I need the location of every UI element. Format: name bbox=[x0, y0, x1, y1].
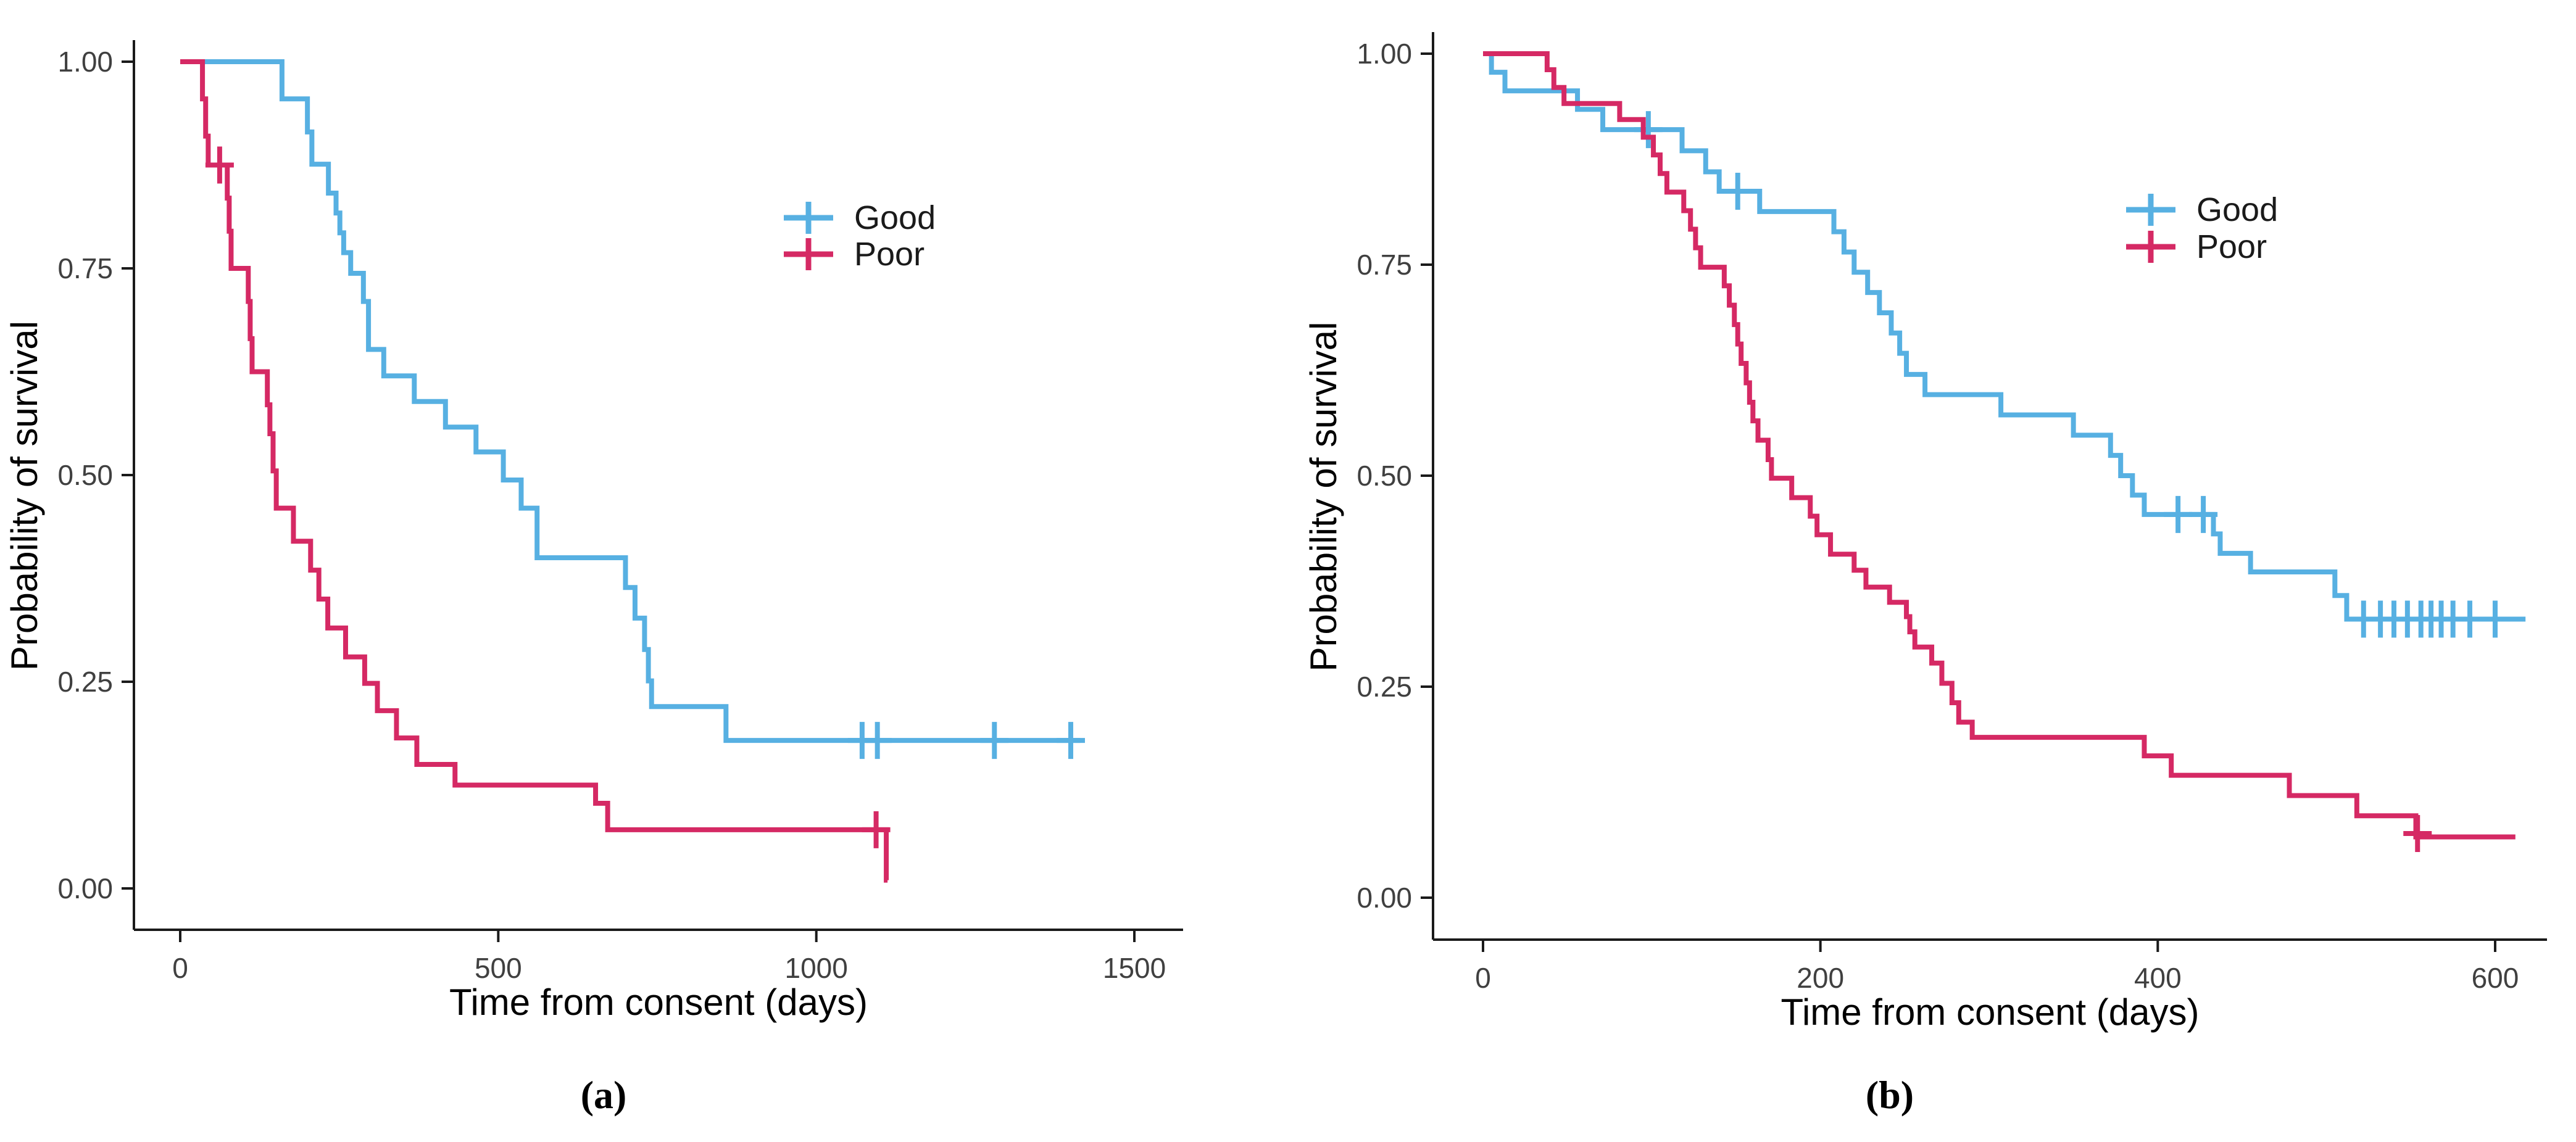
censor-mark-good bbox=[2189, 495, 2218, 533]
km-curve-good bbox=[1483, 51, 2526, 622]
x-tick-label: 500 bbox=[475, 952, 522, 984]
legend-label-poor: Poor bbox=[2196, 228, 2267, 265]
y-tick-label: 0.50 bbox=[57, 459, 113, 491]
caption-panel-a: (a) bbox=[580, 1073, 627, 1117]
censor-mark-poor bbox=[2403, 815, 2432, 853]
censor-mark-good bbox=[2164, 495, 2193, 533]
y-tick-label: 0.00 bbox=[1357, 882, 1412, 914]
x-tick-label: 1500 bbox=[1103, 952, 1166, 984]
legend-key-good-icon bbox=[784, 202, 833, 234]
legend-key-poor-icon bbox=[2126, 231, 2175, 263]
x-axis-title: Time from consent (days) bbox=[1781, 991, 2200, 1033]
km-curve-poor bbox=[180, 59, 889, 883]
panel-b: 0.00 0.25 0.50 0.75 1.00 0 200 400 600 Time from … bbox=[1303, 32, 2547, 1033]
legend-label-good: Good bbox=[854, 199, 936, 236]
y-axis-title: Probability of survival bbox=[4, 321, 45, 671]
censor-mark-good bbox=[1056, 722, 1085, 759]
km-curve-poor bbox=[1483, 51, 2516, 840]
x-tick-label: 600 bbox=[2472, 962, 2519, 994]
x-tick-label: 0 bbox=[1475, 962, 1491, 994]
legend-label-poor: Poor bbox=[854, 236, 924, 273]
x-axis-title: Time from consent (days) bbox=[449, 982, 868, 1023]
censor-mark-poor bbox=[205, 146, 234, 184]
y-tick-label: 0.75 bbox=[57, 252, 113, 284]
y-axis-title: Probability of survival bbox=[1303, 322, 1344, 672]
y-tick-label: 0.50 bbox=[1357, 460, 1412, 492]
caption-panel-b: (b) bbox=[1865, 1073, 1914, 1117]
x-tick-label: 400 bbox=[2134, 962, 2182, 994]
km-curve-good bbox=[180, 59, 1081, 743]
censor-mark-good bbox=[1634, 111, 1663, 149]
legend-key-good-icon bbox=[2126, 194, 2175, 226]
y-tick-label: 0.75 bbox=[1357, 249, 1412, 281]
censor-mark-good bbox=[2480, 600, 2509, 638]
x-tick-label: 1000 bbox=[785, 952, 848, 984]
panel-a: 0.00 0.25 0.50 0.75 1.00 0 500 1000 1500 Time fro… bbox=[4, 40, 1183, 1023]
y-tick-label: 1.00 bbox=[57, 46, 113, 78]
censor-mark-good bbox=[980, 722, 1009, 759]
y-tick-label: 0.00 bbox=[57, 872, 113, 904]
y-tick-label: 0.25 bbox=[57, 666, 113, 698]
x-tick-label: 200 bbox=[1797, 962, 1844, 994]
legend-key-poor-icon bbox=[784, 238, 833, 270]
y-tick-label: 0.25 bbox=[1357, 671, 1412, 703]
legend-label-good: Good bbox=[2196, 191, 2278, 228]
x-tick-label: 0 bbox=[172, 952, 188, 984]
censor-mark-good bbox=[2455, 600, 2484, 638]
censor-mark-good bbox=[863, 722, 892, 759]
censor-mark-good bbox=[1723, 172, 1752, 210]
censor-mark-poor bbox=[862, 811, 891, 848]
y-tick-label: 1.00 bbox=[1357, 38, 1412, 70]
